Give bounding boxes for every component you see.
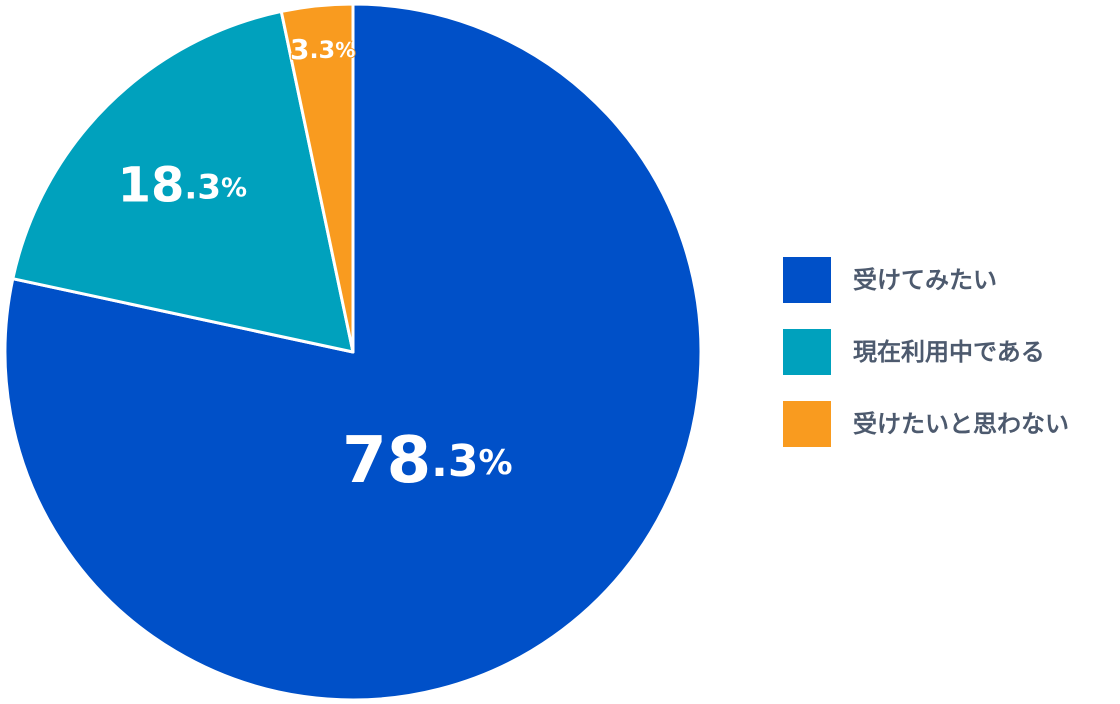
legend-swatch-1 (783, 257, 831, 303)
legend-label-1: 受けてみたい (853, 266, 997, 294)
slice-labels: 78.3% 18.3% 3.3% (118, 32, 513, 498)
slice-label-2: 18.3% (118, 158, 247, 214)
pie-slice-1 (3, 2, 703, 702)
slice-label-3: 3.3% (290, 33, 355, 66)
legend-label-3: 受けたいと思わない (853, 410, 1069, 438)
legend-swatch-2 (783, 329, 831, 375)
slice-label-1: 78.3% (342, 424, 512, 498)
pie-slice-2 (11, 9, 355, 354)
legend-label-2: 現在利用中である (853, 338, 1045, 366)
pie-slices (3, 2, 703, 702)
legend-swatch-3 (783, 401, 831, 447)
pie-slice-3 (279, 2, 355, 354)
